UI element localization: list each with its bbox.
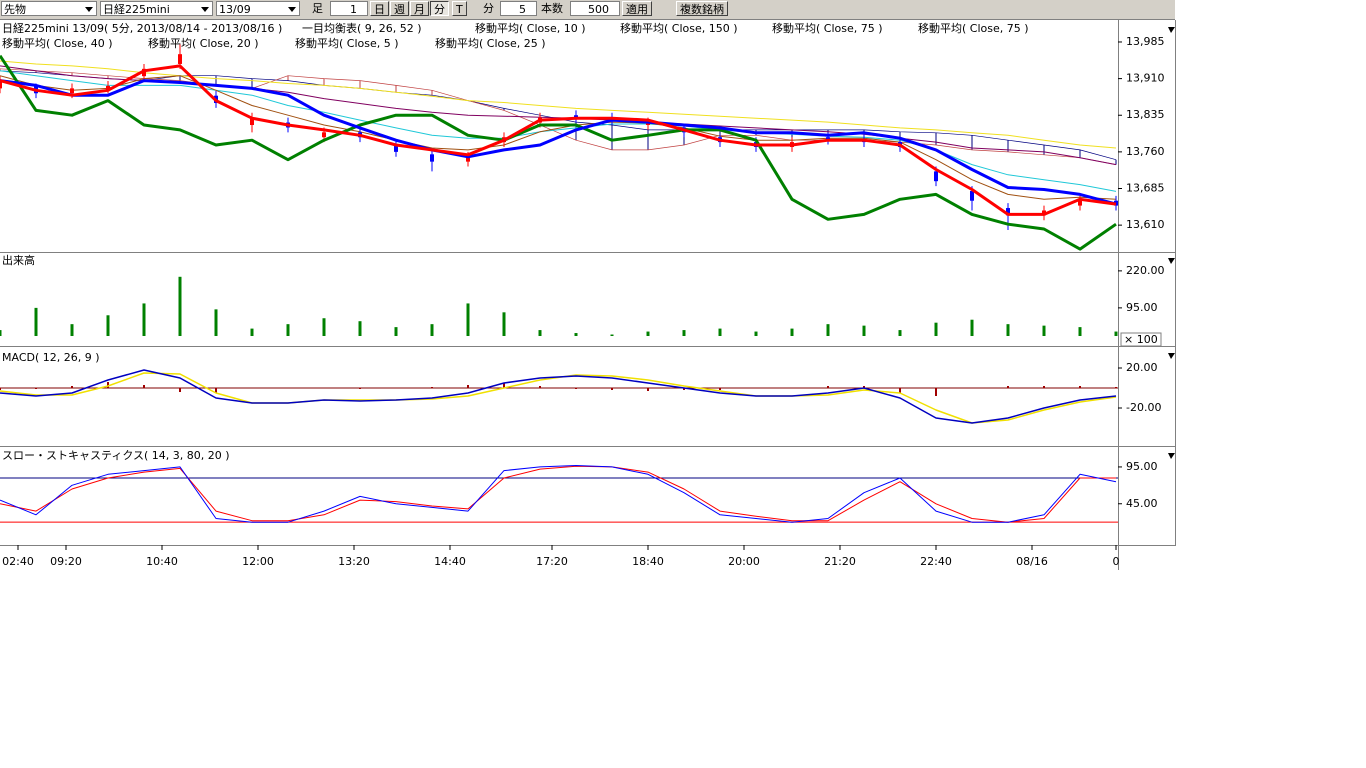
panel-title: 移動平均( Close, 150 ) <box>620 21 738 35</box>
series-line <box>0 466 1116 523</box>
y-tick-label: 13,685 <box>1126 182 1165 195</box>
volume-bar <box>215 309 218 336</box>
y-tick-label: -20.00 <box>1126 401 1161 414</box>
panel-title: 移動平均( Close, 75 ) <box>772 21 883 35</box>
x-tick-label: 09:20 <box>50 555 82 568</box>
volume-bar <box>935 323 938 336</box>
y-tick-label: 95.00 <box>1126 301 1158 314</box>
volume-bar <box>1115 332 1118 336</box>
x-tick-label: 02:40 <box>2 555 34 568</box>
panel-title: スロー・ストキャスティクス( 14, 3, 80, 20 ) <box>2 449 230 462</box>
candle-body <box>430 154 434 161</box>
panel-title: 出来高 <box>2 253 35 267</box>
panel-title: 移動平均( Close, 10 ) <box>475 21 586 35</box>
panel-title: 移動平均( Close, 25 ) <box>435 36 546 50</box>
y-tick-label: 13,760 <box>1126 145 1165 158</box>
volume-bar <box>71 324 74 336</box>
panel-title: 移動平均( Close, 20 ) <box>148 36 259 50</box>
volume-bar <box>395 327 398 336</box>
x-tick-label: 22:40 <box>920 555 952 568</box>
volume-bar <box>35 308 38 336</box>
y-tick-label: 13,985 <box>1126 35 1165 48</box>
series-line <box>0 66 1116 215</box>
volume-bar <box>287 324 290 336</box>
volume-bar <box>539 330 542 336</box>
series-line <box>0 61 1116 148</box>
volume-bar <box>179 277 182 336</box>
candle-body <box>970 191 974 201</box>
panel-title: 移動平均( Close, 75 ) <box>918 21 1029 35</box>
y-tick-label: 95.00 <box>1126 460 1158 473</box>
x-tick-label: 14:40 <box>434 555 466 568</box>
x-tick-label: 13:20 <box>338 555 370 568</box>
volume-bar <box>359 321 362 336</box>
y-tick-label: 13,610 <box>1126 218 1165 231</box>
y-tick-label: 20.00 <box>1126 361 1158 374</box>
y-tick-label: 45.00 <box>1126 497 1158 510</box>
unit-label: × 100 <box>1124 333 1158 346</box>
y-tick-label: 13,835 <box>1126 108 1165 121</box>
volume-bar <box>1043 326 1046 336</box>
volume-bar <box>683 330 686 336</box>
volume-bar <box>611 335 614 336</box>
x-tick-label: 0 <box>1113 555 1120 568</box>
candle-body <box>70 88 74 93</box>
candle-body <box>934 171 938 181</box>
candle-body <box>322 132 326 137</box>
x-tick-label: 12:00 <box>242 555 274 568</box>
y-tick-label: 220.00 <box>1126 264 1165 277</box>
series-line <box>0 81 1116 205</box>
panel-title: 移動平均( Close, 5 ) <box>295 36 399 50</box>
x-tick-label: 08/16 <box>1016 555 1048 568</box>
volume-bar <box>719 329 722 336</box>
x-tick-label: 18:40 <box>632 555 664 568</box>
panel-arrows <box>1168 27 1175 459</box>
volume-bar <box>755 332 758 336</box>
series-line <box>0 56 1116 249</box>
volume-bar <box>899 330 902 336</box>
panel-title: 移動平均( Close, 40 ) <box>2 36 113 50</box>
panel-title: 日経225mini 13/09( 5分, 2013/08/14 - 2013/0… <box>2 22 282 35</box>
x-tick-label: 20:00 <box>728 555 760 568</box>
series-line <box>0 466 1116 522</box>
volume-bar <box>863 326 866 336</box>
panel-title: MACD( 12, 26, 9 ) <box>2 351 100 364</box>
x-tick-label: 21:20 <box>824 555 856 568</box>
y-tick-label: 13,910 <box>1126 72 1165 85</box>
volume-bar <box>143 303 146 336</box>
volume-bar <box>0 330 2 336</box>
volume-bar <box>827 324 830 336</box>
panel-title: 一目均衡表( 9, 26, 52 ) <box>302 21 422 35</box>
volume-bar <box>971 320 974 336</box>
volume-bar <box>503 312 506 336</box>
volume-bar <box>431 324 434 336</box>
volume-bar <box>575 333 578 336</box>
volume-bar <box>647 332 650 336</box>
frame <box>0 20 1176 570</box>
volume-bar <box>107 315 110 336</box>
volume-bar <box>251 329 254 336</box>
volume-bar <box>467 303 470 336</box>
volume-bar <box>1079 327 1082 336</box>
series-line <box>0 373 1116 423</box>
volume-bar <box>323 318 326 336</box>
candle-body <box>178 54 182 64</box>
volume-bar <box>1007 324 1010 336</box>
volume-bar <box>791 329 794 336</box>
x-tick-label: 10:40 <box>146 555 178 568</box>
x-tick-label: 17:20 <box>536 555 568 568</box>
